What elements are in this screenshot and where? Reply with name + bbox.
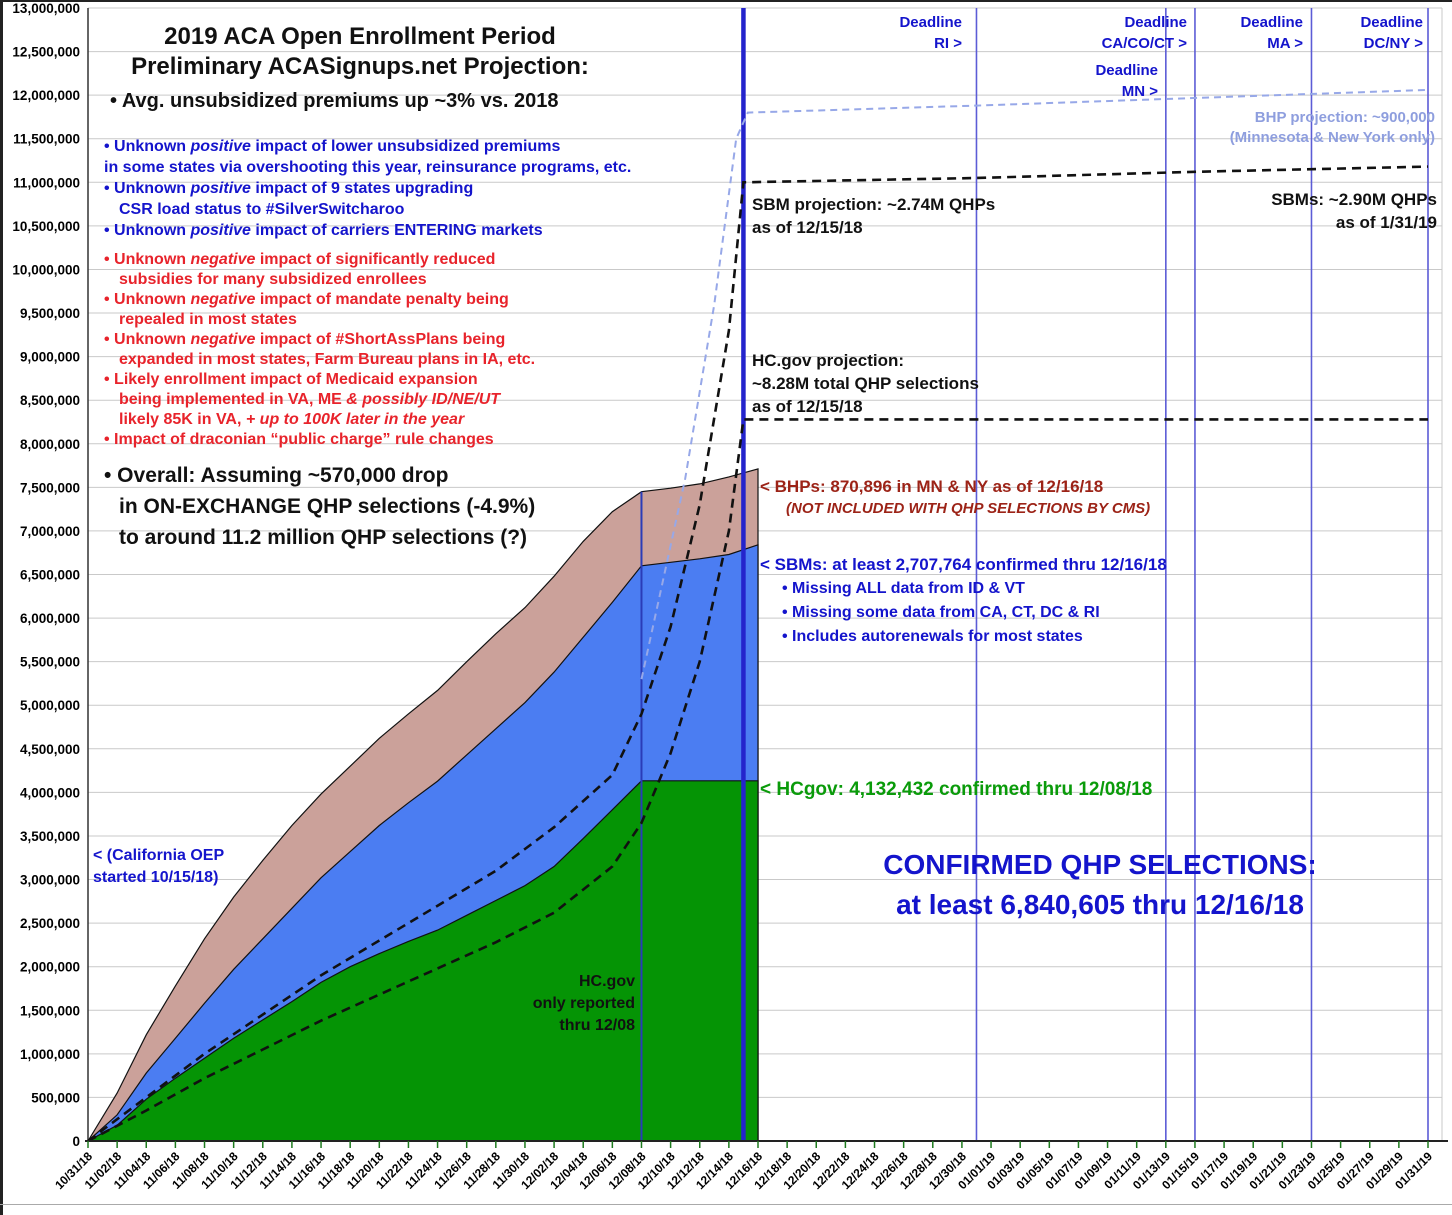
bhp-projection-label: BHP projection: ~900,000 (Minnesota & Ne… [1229, 109, 1435, 146]
svg-text:5,500,000: 5,500,000 [20, 655, 80, 670]
confirmed-total-label: CONFIRMED QHP SELECTIONS: at least 6,840… [883, 849, 1317, 920]
svg-text:8,000,000: 8,000,000 [20, 437, 80, 452]
svg-text:0: 0 [72, 1134, 80, 1149]
svg-text:10,500,000: 10,500,000 [12, 219, 80, 234]
svg-text:1,000,000: 1,000,000 [20, 1047, 80, 1062]
deadline-label-ri: Deadline RI > [899, 14, 962, 52]
bhps-confirmed-label: < BHPs: 870,896 in MN & NY as of 12/16/1… [760, 477, 1104, 496]
svg-text:9,500,000: 9,500,000 [20, 306, 80, 321]
vertical-lines [640, 8, 1429, 1141]
svg-text:500,000: 500,000 [31, 1090, 80, 1105]
area-series-2 [87, 780, 759, 1142]
negative-factors-list: • Unknown negative impact of significant… [104, 250, 535, 450]
hcgov-projection-label: HC.gov projection: ~8.28M total QHP sele… [752, 351, 979, 416]
window-bottom-border [0, 1204, 1452, 1205]
svg-text:1,500,000: 1,500,000 [20, 1003, 80, 1018]
bullet-line: CSR load status to #SilverSwitcharoo [119, 201, 405, 218]
bullet-line: • Unknown negative impact of significant… [104, 251, 496, 268]
hcgov-confirmed-label: < HCgov: 4,132,432 confirmed thru 12/08/… [760, 779, 1153, 800]
svg-text:6,500,000: 6,500,000 [20, 568, 80, 583]
svg-text:6,000,000: 6,000,000 [20, 611, 80, 626]
projection-line-0 [87, 418, 1428, 1143]
bullet-line: • Unknown negative impact of #ShortAssPl… [104, 331, 506, 348]
y-axis-labels: 0 500,000 1,000,000 1,500,000 2,000,000 2,500… [12, 1, 80, 1149]
bullet-line: • Unknown positive impact of carriers EN… [104, 222, 543, 239]
stacked-areas [86, 468, 759, 1142]
svg-text:9,000,000: 9,000,000 [20, 350, 80, 365]
bullet-line: • Impact of draconian “public charge” ru… [104, 431, 494, 448]
bullet-line: being implemented in VA, ME & possibly I… [119, 391, 501, 408]
svg-text:11,500,000: 11,500,000 [13, 132, 80, 147]
svg-text:3,000,000: 3,000,000 [20, 873, 80, 888]
svg-text:12,000,000: 12,000,000 [12, 88, 80, 103]
svg-text:13,000,000: 13,000,000 [12, 1, 80, 16]
svg-text:2,500,000: 2,500,000 [20, 916, 80, 931]
window-top-border [0, 0, 1452, 2]
bullet-line: expanded in most states, Farm Bureau pla… [119, 351, 536, 368]
svg-text:8,500,000: 8,500,000 [20, 393, 80, 408]
bullet-line: • Overall: Assuming ~570,000 drop [104, 464, 449, 487]
svg-text:3,500,000: 3,500,000 [20, 829, 80, 844]
bullet-line: to around 11.2 million QHP selections (?… [119, 526, 528, 549]
deadline-label-ca-co-ct: Deadline CA/CO/CT > [1101, 14, 1187, 52]
deadline-label-dc-ny: Deadline DC/NY > [1360, 14, 1423, 52]
deadline-label-ma: Deadline MA > [1240, 14, 1303, 52]
svg-text:10,000,000: 10,000,000 [12, 262, 80, 277]
sbm-projection-label: SBM projection: ~2.74M QHPs as of 12/15/… [752, 195, 996, 237]
svg-text:4,500,000: 4,500,000 [20, 742, 80, 757]
bhps-confirmed-subnote: (NOT INCLUDED WITH QHP SELECTIONS BY CMS… [786, 500, 1151, 517]
axes [87, 8, 1443, 1141]
x-axis-labels: 10/31/1811/02/1811/04/1811/06/1811/08/18… [52, 1149, 1435, 1192]
california-oep-label: < (California OEP started 10/15/18) [93, 847, 225, 886]
bullet-line: in some states via overshooting this yea… [104, 159, 632, 176]
projection-line-1 [87, 165, 1429, 1143]
bullet-line: • Likely enrollment impact of Medicaid e… [104, 371, 478, 388]
chart-title: 2019 ACA Open Enrollment Period [164, 23, 556, 50]
x-ticks [87, 1141, 1429, 1148]
bullet-line: • Unknown positive impact of lower unsub… [104, 138, 561, 155]
projection-line-2 [640, 88, 1429, 680]
svg-text:12,500,000: 12,500,000 [12, 45, 80, 60]
positive-factors-list: • Unknown positive impact of lower unsub… [104, 136, 631, 241]
chart-subtitle: Preliminary ACASignups.net Projection: [131, 53, 589, 80]
hcgov-reported-label: HC.gov only reported thru 12/08 [532, 973, 635, 1034]
sbms-final-label: SBMs: ~2.90M QHPs as of 1/31/19 [1271, 190, 1437, 232]
sbms-confirmed-label: < SBMs: at least 2,707,764 confirmed thr… [760, 555, 1167, 645]
avg-premium-bullet: • Avg. unsubsidized premiums up ~3% vs. … [110, 90, 559, 112]
bullet-line: likely 85K in VA, + up to 100K later in … [119, 411, 465, 428]
bullet-line: • Unknown positive impact of 9 states up… [104, 180, 474, 197]
svg-text:2,000,000: 2,000,000 [20, 960, 80, 975]
bullet-line: repealed in most states [119, 311, 297, 328]
svg-text:5,000,000: 5,000,000 [20, 698, 80, 713]
overall-projection-list: • Overall: Assuming ~570,000 drop in ON-E… [104, 460, 535, 553]
bullet-line: subsidies for many subsidized enrollees [119, 271, 427, 288]
bullet-line: • Unknown negative impact of mandate pen… [104, 291, 509, 308]
svg-text:7,500,000: 7,500,000 [20, 480, 80, 495]
deadline-label-mn: Deadline MN > [1095, 62, 1158, 100]
projection-lines [87, 88, 1429, 1143]
svg-text:11,000,000: 11,000,000 [13, 175, 80, 190]
bullet-line: in ON-EXCHANGE QHP selections (-4.9%) [119, 495, 536, 518]
svg-text:4,000,000: 4,000,000 [20, 785, 80, 800]
svg-text:7,000,000: 7,000,000 [20, 524, 80, 539]
window-left-border [0, 0, 3, 1215]
